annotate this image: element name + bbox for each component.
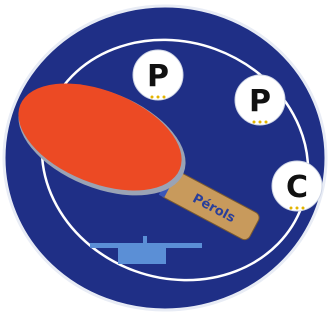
- badge-letter: C: [286, 170, 308, 205]
- badge: P: [133, 50, 183, 100]
- badge-letter: P: [147, 59, 169, 94]
- logo: Pérols P P C: [0, 0, 329, 313]
- badge: C: [272, 161, 322, 211]
- badge: P: [235, 75, 285, 125]
- badge-letter: P: [249, 84, 271, 119]
